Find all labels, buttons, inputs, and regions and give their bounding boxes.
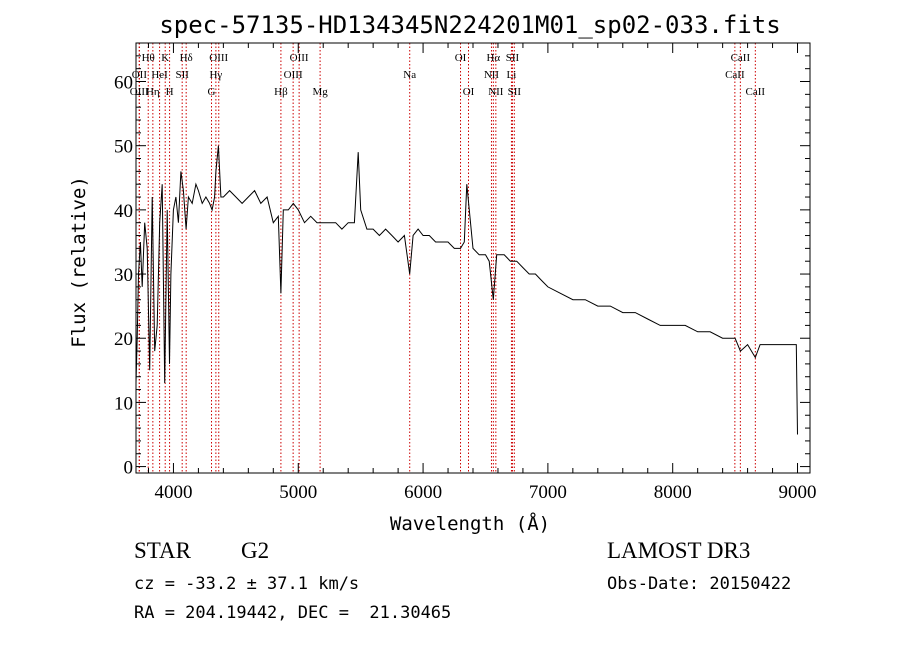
marker-label-24: SII <box>508 86 522 98</box>
axis-ticks <box>136 43 810 473</box>
marker-label-18: OI <box>463 86 475 98</box>
y-tick-label-2: 20 <box>114 329 133 350</box>
marker-label-12: Hβ <box>274 86 288 98</box>
x-tick-label-5: 9000 <box>779 482 817 503</box>
marker-label-8: Hδ <box>180 52 193 64</box>
marker-label-3: K <box>161 52 169 64</box>
x-tick-label-1: 5000 <box>279 482 317 503</box>
marker-label-23: Li <box>507 69 517 81</box>
y-tick-label-6: 60 <box>114 73 133 94</box>
y-axis-label: Flux (relative) <box>68 176 90 348</box>
coordinates-text: RA = 204.19442, DEC = 21.30465 <box>134 603 452 623</box>
object-subclass: G2 <box>241 538 270 563</box>
marker-label-22: SII <box>506 52 520 64</box>
marker-label-25: CaII <box>731 52 751 64</box>
marker-label-27: CaII <box>746 86 766 98</box>
y-tick-label-1: 10 <box>114 393 133 414</box>
marker-label-4: HeI <box>151 69 168 81</box>
object-class: STAR <box>134 538 191 563</box>
marker-label-21: NII <box>488 86 504 98</box>
x-axis-label: Wavelength (Å) <box>390 512 550 535</box>
line-marker-lines <box>138 43 756 473</box>
marker-label-11: G <box>208 86 216 98</box>
marker-label-16: Na <box>403 69 416 81</box>
marker-label-9: OIII <box>209 52 228 64</box>
spectrum-line <box>135 145 798 435</box>
marker-label-6: SII <box>175 69 189 81</box>
y-tick-label-5: 50 <box>114 137 133 158</box>
x-tick-label-2: 6000 <box>404 482 442 503</box>
marker-label-7: H <box>166 86 174 98</box>
marker-label-17: OI <box>455 52 467 64</box>
marker-label-2: OIII <box>130 86 149 98</box>
redshift-text: cz = -33.2 ± 37.1 km/s <box>134 574 360 594</box>
marker-label-15: Mg <box>312 86 328 98</box>
marker-label-19: Hα <box>486 52 500 64</box>
marker-label-1: OII <box>132 69 148 81</box>
y-tick-label-0: 0 <box>124 458 134 479</box>
marker-label-5: Hη <box>146 86 160 98</box>
obs-date-text: Obs-Date: 20150422 <box>607 574 792 594</box>
chart-title: spec-57135-HD134345N224201M01_sp02-033.f… <box>159 11 780 39</box>
marker-label-26: CaII <box>725 69 745 81</box>
y-tick-label-4: 40 <box>114 201 133 222</box>
plot-frame <box>135 42 811 474</box>
y-tick-label-3: 30 <box>114 265 133 286</box>
marker-label-14: OIII <box>284 69 303 81</box>
marker-label-0: Hθ <box>142 52 155 64</box>
axis-tick-labels: 4000 5000 6000 7000 8000 9000 0 10 20 30 40 50 60 <box>114 73 817 503</box>
marker-label-10: Hγ <box>209 69 222 81</box>
marker-label-20: NII <box>484 69 500 81</box>
x-tick-label-4: 8000 <box>654 482 692 503</box>
x-tick-label-3: 7000 <box>529 482 567 503</box>
x-tick-label-0: 4000 <box>154 482 192 503</box>
marker-label-13: OIII <box>290 52 309 64</box>
survey-name: LAMOST DR3 <box>607 538 751 563</box>
